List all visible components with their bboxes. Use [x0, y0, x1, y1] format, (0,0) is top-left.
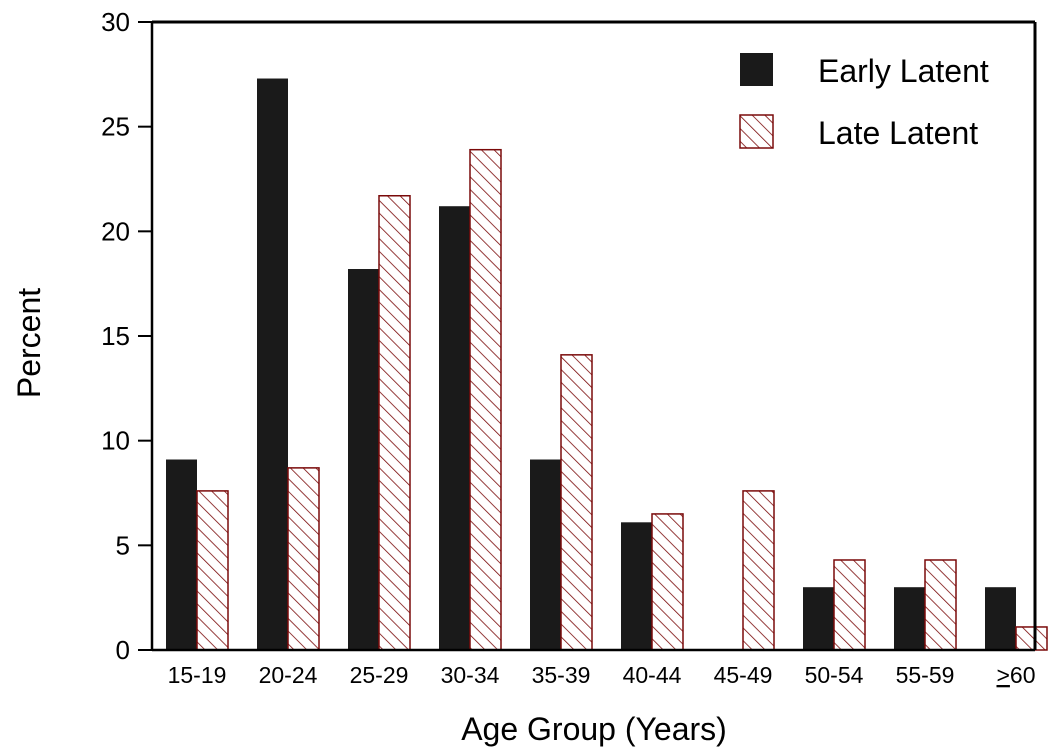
y-tick-label: 15	[101, 321, 130, 351]
y-tick-label: 30	[101, 7, 130, 37]
y-tick-label: 0	[116, 635, 130, 665]
bar-early-latent-1	[166, 459, 197, 650]
x-tick-label: 35-39	[532, 662, 591, 688]
x-tick-label: 15-19	[168, 662, 227, 688]
bar-late-latent-6	[651, 513, 684, 651]
x-tick-label: 25-29	[350, 662, 409, 688]
bar-late-latent-9	[924, 559, 957, 651]
bar-early-latent-10	[985, 587, 1016, 650]
bar-late-latent-1	[196, 490, 229, 651]
bar-late-latent-4	[469, 148, 502, 651]
bar-late-latent-7	[742, 490, 775, 651]
y-tick-label: 5	[116, 530, 130, 560]
y-axis-title: Percent	[11, 288, 47, 398]
legend-swatch-early-latent	[740, 53, 773, 86]
y-tick-label: 10	[101, 426, 130, 456]
y-tick-label: 25	[101, 112, 130, 142]
x-tick-label: 40-44	[623, 662, 682, 688]
x-tick-label: 50-54	[805, 662, 864, 688]
bar-early-latent-8	[803, 587, 834, 650]
legend-label-early-latent: Early Latent	[818, 53, 989, 89]
y-tick-label: 20	[101, 216, 130, 246]
x-axis-title: Age Group (Years)	[461, 711, 727, 747]
x-tick-label: 20-24	[259, 662, 318, 688]
x-tick-label: >60	[996, 662, 1035, 688]
bar-late-latent-5	[560, 354, 593, 651]
x-tick-label: 45-49	[714, 662, 773, 688]
y-ticks-group: 0 5 10 15 20 25 30	[101, 7, 152, 665]
bar-early-latent-4	[439, 206, 470, 651]
bars-group	[166, 78, 1048, 651]
bar-late-latent-2	[287, 467, 320, 651]
x-ticks-group: 15-19 20-24 25-29 30-34 35-39 40-44 45-49 50-54…	[168, 662, 1036, 688]
legend-label-late-latent: Late Latent	[818, 115, 978, 151]
bar-late-latent-3	[378, 194, 411, 651]
bar-early-latent-6	[621, 522, 652, 650]
legend-swatch-late-latent	[739, 114, 774, 149]
x-tick-label: 30-34	[441, 662, 500, 688]
bar-early-latent-9	[894, 587, 925, 650]
bar-late-latent-8	[833, 559, 866, 651]
bar-late-latent-10	[1015, 626, 1048, 651]
bar-early-latent-5	[530, 459, 561, 650]
legend: Early Latent Late Latent	[739, 53, 989, 151]
bar-early-latent-2	[257, 78, 288, 650]
x-tick-label: 55-59	[896, 662, 955, 688]
bar-early-latent-3	[348, 269, 379, 650]
